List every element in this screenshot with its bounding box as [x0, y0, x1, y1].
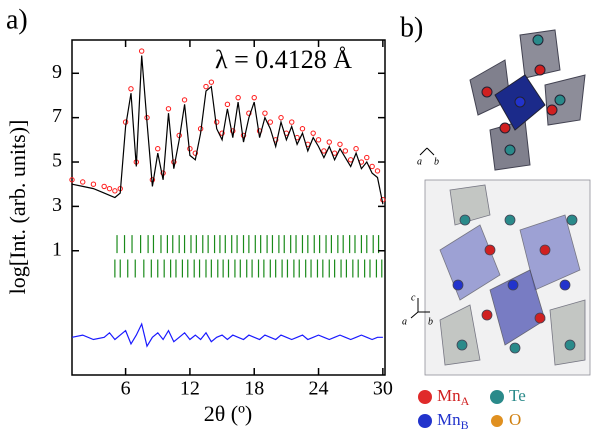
atom: [535, 65, 545, 75]
observed-point: [182, 98, 186, 102]
legend-swatch: [418, 390, 432, 404]
y-tick-label: 7: [52, 105, 62, 127]
annotation: λ = 0.4128 Å: [215, 45, 352, 74]
y-axis-label: log[Int. (arb. units)]: [5, 120, 30, 295]
axis-arrows: [420, 148, 434, 155]
observed-point: [370, 164, 374, 168]
plot-data: [70, 49, 385, 346]
observed-point: [279, 115, 283, 119]
series-line: [72, 324, 383, 346]
atom: [505, 215, 515, 225]
atom: [460, 215, 470, 225]
observed-point: [263, 111, 267, 115]
atom: [453, 280, 463, 290]
observed-point: [268, 120, 272, 124]
observed-point: [236, 95, 240, 99]
atom: [540, 245, 550, 255]
axis-label: a: [402, 316, 407, 327]
observed-point: [322, 149, 326, 153]
observed-point: [113, 189, 117, 193]
y-tick-label: 3: [52, 194, 62, 216]
observed-point: [354, 147, 358, 151]
atom: [547, 105, 557, 115]
observed-point: [156, 147, 160, 151]
axis-label: c: [411, 292, 416, 303]
atom: [515, 97, 525, 107]
atom: [508, 280, 518, 290]
observed-point: [365, 155, 369, 159]
atom: [555, 95, 565, 105]
legend-swatch: [490, 390, 504, 404]
structure-top: [470, 30, 585, 170]
observed-point: [129, 87, 133, 91]
legend-swatch: [491, 415, 503, 427]
observed-point: [327, 140, 331, 144]
x-tick-label: 6: [121, 378, 131, 400]
axis-label: b: [434, 156, 439, 167]
atom: [567, 215, 577, 225]
atom: [457, 340, 467, 350]
atom: [500, 123, 510, 133]
observed-point: [290, 120, 294, 124]
y-tick-label: 5: [52, 150, 62, 172]
observed-point: [316, 138, 320, 142]
axes-top: a b: [417, 148, 439, 167]
atom: [565, 340, 575, 350]
x-tick-label: 30: [373, 378, 393, 400]
atom: [482, 87, 492, 97]
x-tick-label: 12: [180, 378, 200, 400]
atom: [505, 145, 515, 155]
observed-point: [166, 107, 170, 111]
observed-point: [81, 180, 85, 184]
y-tick-label: 9: [52, 61, 62, 83]
observed-point: [225, 102, 229, 106]
structure-bottom: [425, 180, 590, 375]
panel-b: b) a b: [400, 12, 590, 431]
observed-point: [338, 142, 342, 146]
observed-point: [107, 186, 111, 190]
observed-point: [102, 184, 106, 188]
atom: [510, 343, 520, 353]
observed-point: [311, 131, 315, 135]
legend-label: O: [509, 410, 521, 429]
atom: [560, 280, 570, 290]
panel-label: a): [6, 4, 28, 35]
y-tick-label: 1: [52, 238, 62, 260]
x-tick-label: 24: [309, 378, 329, 400]
legend-label: Te: [509, 386, 526, 405]
observed-point: [204, 84, 208, 88]
octahedron: [550, 300, 585, 365]
legend: MnA Te MnB O: [418, 386, 526, 432]
observed-point: [139, 49, 143, 53]
observed-point: [91, 182, 95, 186]
atom: [533, 35, 543, 45]
observed-point: [252, 95, 256, 99]
observed-point: [343, 149, 347, 153]
atom: [485, 245, 495, 255]
observed-point: [375, 169, 379, 173]
axis-label: b: [428, 316, 433, 327]
series-line: [72, 56, 383, 205]
x-tick-label: 18: [244, 378, 264, 400]
figure: a) λ = 0.4128 Å log[Int. (arb. units)] 2…: [0, 0, 599, 436]
axis-label: a: [417, 156, 422, 167]
atom: [482, 310, 492, 320]
legend-label: MnA: [437, 386, 470, 408]
legend-swatch: [418, 414, 432, 428]
plot-frame: [72, 40, 385, 375]
panel-label: b): [400, 12, 423, 43]
atom: [535, 313, 545, 323]
x-axis-label: 2θ (º): [204, 401, 253, 426]
legend-label: MnB: [437, 410, 469, 432]
observed-point: [209, 80, 213, 84]
observed-point: [300, 127, 304, 131]
